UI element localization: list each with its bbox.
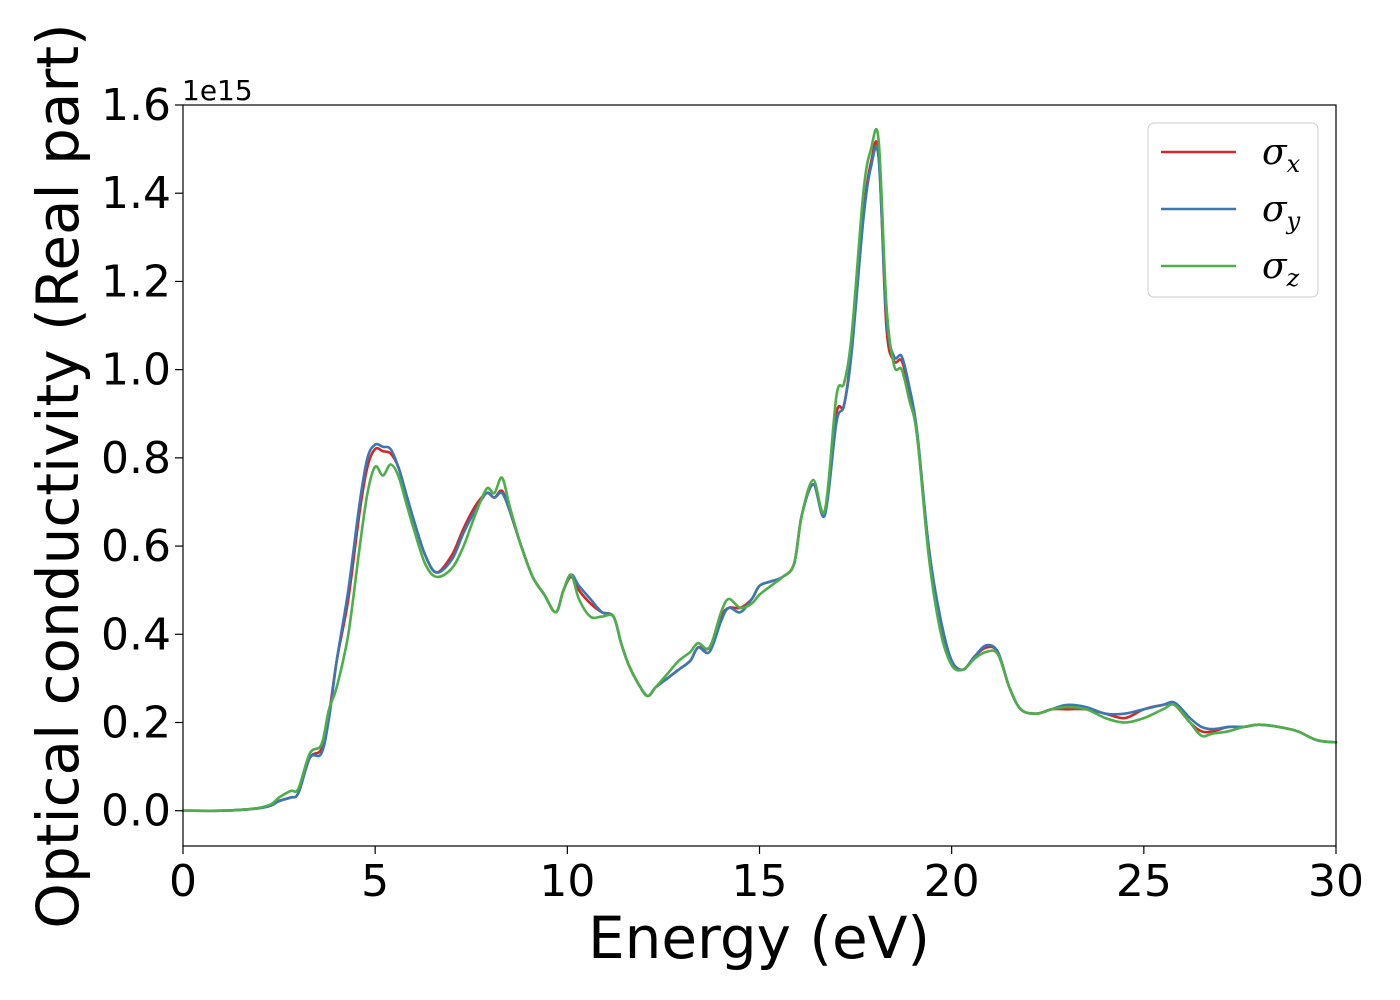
y-tick-label: 1.0: [101, 345, 171, 396]
y-tick-label: 0.0: [101, 786, 171, 837]
y-tick-label: 0.8: [101, 433, 171, 484]
y-tick-label: 0.4: [101, 609, 171, 660]
legend-label-y: σy: [1262, 189, 1301, 235]
y-offset-label: 1e15: [182, 74, 253, 107]
y-axis-title: Optical conductivity (Real part): [24, 23, 92, 928]
y-tick-label: 1.2: [101, 256, 171, 307]
series-line-z: [181, 128, 1338, 813]
x-tick-label: 25: [1116, 856, 1172, 907]
y-axis: 0.0 0.2 0.4 0.6 0.8 1.0 1.2 1.4 1.6: [101, 80, 183, 837]
y-tick-label: 1.6: [101, 80, 171, 131]
legend-label-z: σz: [1262, 246, 1300, 292]
x-tick-label: 20: [924, 856, 980, 907]
x-tick-label: 30: [1308, 856, 1364, 907]
x-tick-label: 5: [361, 856, 389, 907]
x-tick-label: 0: [169, 856, 197, 907]
x-tick-label: 15: [732, 856, 788, 907]
y-tick-label: 1.4: [101, 168, 171, 219]
y-tick-label: 0.2: [101, 698, 171, 749]
legend-label-x: σx: [1262, 132, 1301, 178]
x-axis: 0 5 10 15 20 25 30: [169, 846, 1364, 907]
plot-area: [181, 128, 1338, 813]
x-axis-title: Energy (eV): [588, 904, 930, 972]
y-tick-label: 0.6: [101, 521, 171, 572]
x-tick-label: 10: [539, 856, 595, 907]
legend: σx σy σz: [1147, 122, 1319, 298]
